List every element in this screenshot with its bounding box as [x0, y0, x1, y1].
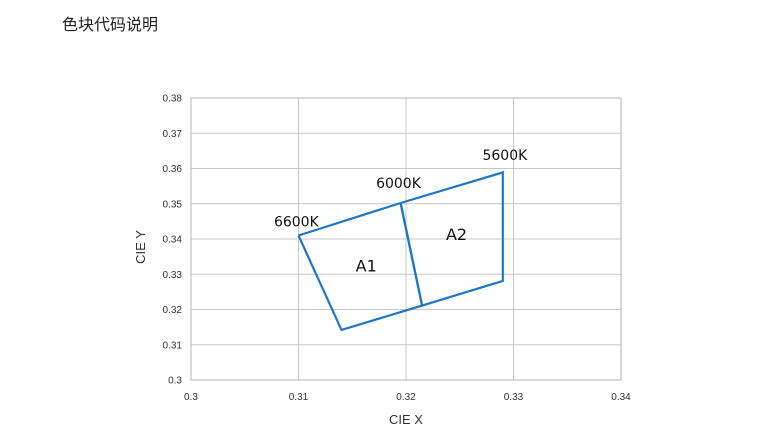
series-a2-outline	[399, 170, 504, 308]
series-layer	[297, 170, 504, 332]
x-tick-label: 0.33	[504, 392, 524, 403]
x-tick-label: 0.31	[289, 392, 309, 403]
region-label-a1: A1	[356, 256, 377, 275]
cct-label: 5600K	[482, 148, 528, 164]
grid	[190, 97, 622, 381]
y-axis-title: CIE Y	[133, 230, 148, 264]
y-tick-label: 0.3	[168, 376, 182, 387]
tick-labels: 0.3 0.31 0.32 0.33 0.34 0.35 0.36 0.37 0.38 0.3 0.…	[163, 94, 632, 404]
y-tick-label: 0.36	[163, 164, 183, 175]
page-title: 色块代码说明	[62, 15, 159, 34]
y-tick-label: 0.35	[163, 199, 183, 210]
cct-label: 6600K	[274, 214, 320, 230]
y-tick-label: 0.34	[163, 235, 183, 246]
y-tick-label: 0.33	[163, 270, 183, 281]
y-tick-label: 0.31	[163, 340, 183, 351]
x-axis-title: CIE X	[389, 412, 423, 427]
annotations: 6600K 6000K 5600K A1 A2	[274, 148, 528, 275]
x-tick-label: 0.32	[396, 392, 416, 403]
x-tick-label: 0.34	[611, 392, 631, 403]
region-label-a2: A2	[446, 225, 467, 244]
y-tick-label: 0.32	[163, 305, 183, 316]
y-tick-label: 0.37	[163, 129, 183, 140]
plot-area	[190, 97, 622, 381]
cct-label: 6000K	[376, 176, 422, 192]
y-tick-label: 0.38	[163, 94, 183, 105]
x-tick-label: 0.3	[184, 392, 198, 403]
